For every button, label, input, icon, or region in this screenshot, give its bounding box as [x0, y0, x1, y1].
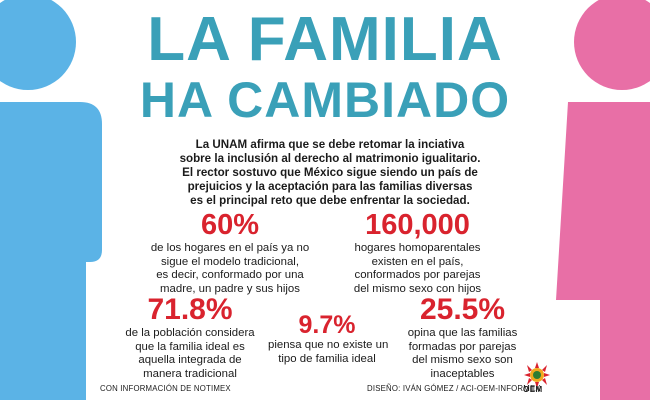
intro-paragraph: La UNAM afirma que se debe retomar la in… [175, 138, 485, 208]
stat-description: piensa que no existe un tipo de familia … [268, 339, 389, 366]
design-credit: DISEÑO: IVÁN GÓMEZ / ACI-OEM-INFORMEX [367, 384, 541, 393]
stat-line: del mismo sexo con hijos [353, 282, 482, 295]
intro-line: El rector sostuvo que México sigue siend… [182, 166, 478, 179]
stat-no-ideal-family: 9.7% piensa que no existe un tipo de fam… [268, 311, 389, 366]
logo-text: OEM [523, 385, 543, 394]
stat-value: 25.5% [419, 293, 506, 326]
stat-line: hogares homoparentales [354, 242, 481, 254]
intro-line: prejuicios y la aceptación para las fami… [187, 180, 473, 193]
stat-traditional-ideal: 71.8% de la población considera que la f… [120, 295, 260, 381]
stat-line: de la población considera [125, 327, 255, 339]
intro-line: La UNAM afirma que se debe retomar la in… [195, 138, 465, 151]
stat-description: opina que las familias formadas por pare… [395, 327, 530, 381]
stat-value: 9.7% [298, 311, 356, 339]
stat-line: formadas por parejas [408, 340, 517, 353]
stat-line: inaceptables [430, 367, 495, 380]
stat-line: es decir, conformado por una [156, 269, 304, 281]
intro-line: sobre la inclusión al derecho al matrimo… [179, 152, 481, 165]
title-line-2: HA CAMBIADO [139, 72, 511, 128]
stat-value: 60% [200, 209, 260, 241]
stat-description: de la población considera que la familia… [120, 327, 260, 381]
stat-line: del mismo sexo son [412, 354, 513, 366]
stat-line: conformados por parejas [354, 269, 481, 281]
stat-line: manera tradicional [143, 367, 237, 380]
stat-line: existen en el país, [371, 255, 464, 268]
stat-line: aquella integrada de [138, 354, 242, 366]
stat-homoparental-households: 160,000 hogares homoparentales existen e… [330, 210, 505, 296]
stat-line: madre, un padre y sus hijos [160, 282, 300, 295]
stat-line: tipo de familia ideal [278, 352, 376, 365]
stat-households-nontraditional: 60% de los hogares en el país ya no sigu… [150, 210, 310, 296]
stat-description: de los hogares en el país ya no sigue el… [150, 242, 310, 296]
stat-line: piensa que no existe un [268, 339, 389, 351]
stat-line: de los hogares en el país ya no [150, 242, 310, 254]
title-line-1: LA FAMILIA [147, 5, 503, 74]
stat-line: opina que las familias [407, 327, 518, 339]
stat-line: que la familia ideal es [135, 340, 245, 353]
sun-logo-icon [524, 362, 550, 388]
stat-value: 71.8% [147, 293, 233, 326]
stat-unacceptable: 25.5% opina que las familias formadas po… [395, 295, 530, 381]
stat-value: 160,000 [365, 209, 470, 241]
source-credit: CON INFORMACIÓN DE NOTIMEX [100, 384, 231, 393]
intro-line: es el principal reto que debe enfrentar … [190, 194, 470, 207]
stat-line: sigue el modelo tradicional, [160, 255, 300, 268]
stat-description: hogares homoparentales existen en el paí… [330, 242, 505, 296]
